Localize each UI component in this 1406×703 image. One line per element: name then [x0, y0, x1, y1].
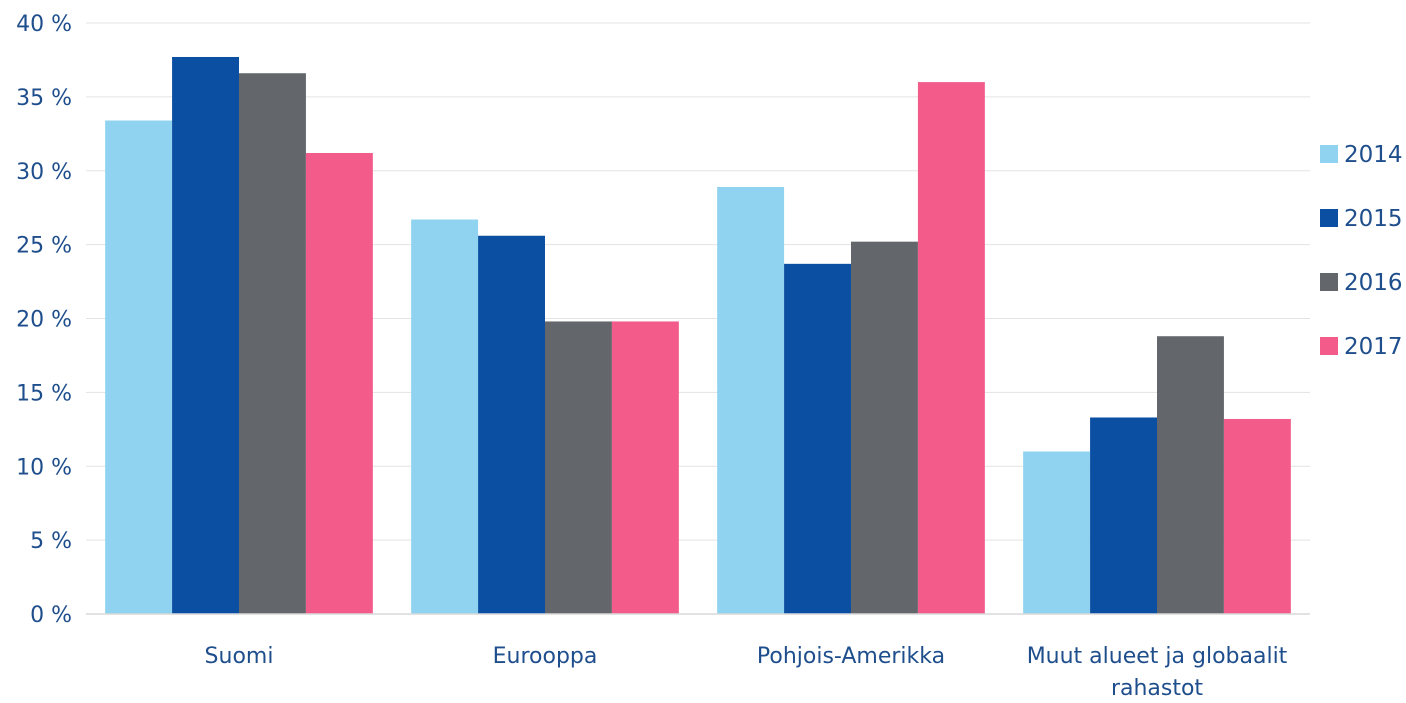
legend-swatch — [1320, 145, 1338, 163]
legend: 2014 2015 2016 2017 — [1320, 142, 1403, 360]
category-label: Muut alueet ja globaalit — [1027, 644, 1288, 669]
category-label: rahastot — [1111, 676, 1203, 701]
bar — [478, 235, 545, 614]
y-tick-label: 20 % — [16, 308, 72, 333]
legend-swatch — [1320, 337, 1338, 355]
y-tick-label: 30 % — [16, 160, 72, 185]
bar — [1090, 417, 1157, 614]
bar — [717, 187, 785, 614]
y-tick-label: 35 % — [16, 86, 72, 111]
legend-label: 2016 — [1344, 270, 1403, 296]
y-axis-tick-labels: 0 % 5 % 10 % 15 % 20 % 25 % 30 % 35 % 40 % — [16, 12, 72, 628]
bars — [105, 56, 1291, 615]
bar — [239, 73, 306, 615]
y-tick-label: 40 % — [16, 12, 72, 37]
bar — [784, 263, 851, 614]
legend-label: 2014 — [1344, 142, 1403, 168]
bar — [851, 241, 918, 615]
legend-swatch — [1320, 273, 1338, 291]
bar — [411, 219, 479, 614]
bar — [305, 153, 373, 614]
y-tick-label: 10 % — [16, 455, 72, 480]
legend-label: 2017 — [1344, 334, 1403, 360]
bar — [545, 321, 612, 614]
bar — [1023, 451, 1091, 614]
bar — [1157, 336, 1224, 614]
y-tick-label: 5 % — [30, 529, 72, 554]
y-tick-label: 0 % — [30, 603, 72, 628]
bar — [611, 321, 679, 614]
bar — [917, 82, 985, 615]
category-label: Eurooppa — [493, 644, 598, 669]
bar — [105, 120, 173, 614]
legend-swatch — [1320, 209, 1338, 227]
category-labels: Suomi Eurooppa Pohjois-Amerikka Muut alueet… — [205, 644, 1288, 701]
category-label: Suomi — [205, 644, 274, 669]
bar — [1223, 418, 1291, 614]
y-tick-label: 15 % — [16, 381, 72, 406]
legend-label: 2015 — [1344, 206, 1403, 232]
y-tick-label: 25 % — [16, 234, 72, 259]
bar — [172, 56, 239, 615]
category-label: Pohjois-Amerikka — [757, 644, 945, 669]
